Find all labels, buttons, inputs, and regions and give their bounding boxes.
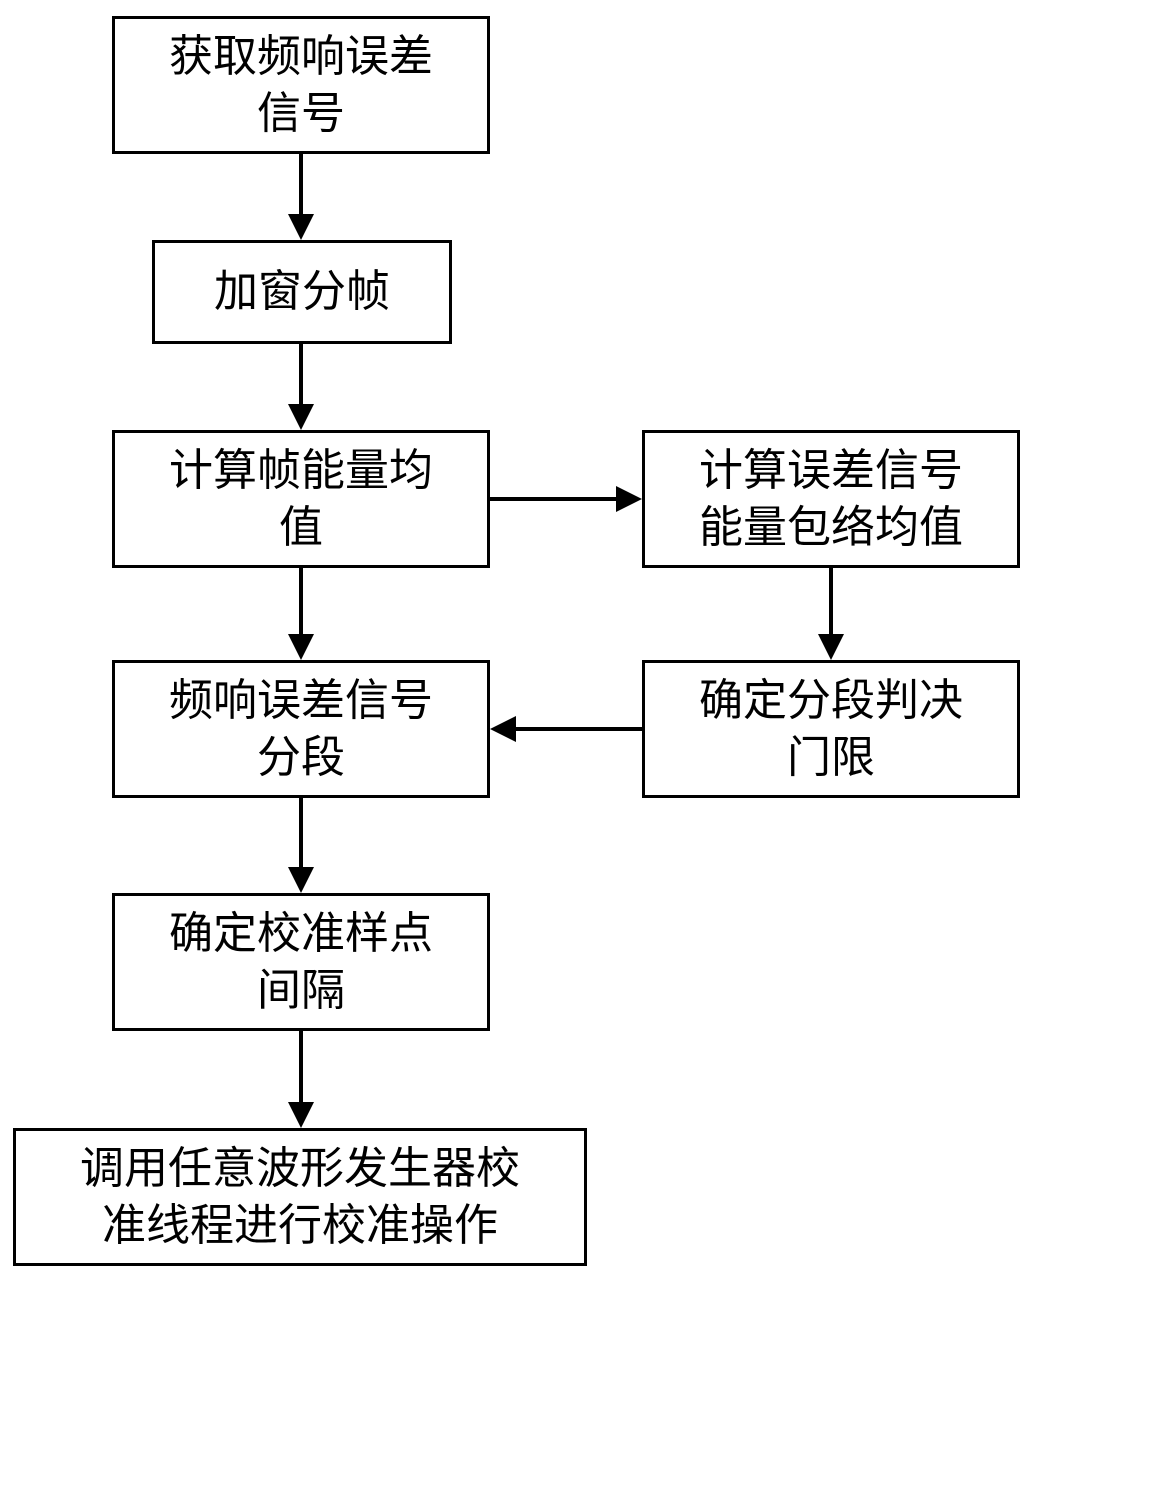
node-signal-segmentation: 频响误差信号分段 [112,660,490,798]
arrow-head [288,634,314,660]
node-windowing-framing: 加窗分帧 [152,240,452,344]
arrow-head [818,634,844,660]
arrow-head [616,486,642,512]
arrow-line [299,1031,303,1104]
arrow-line [514,727,642,731]
node-call-waveform-generator: 调用任意波形发生器校准线程进行校准操作 [13,1128,587,1266]
arrow-line [829,568,833,636]
arrow-head [490,716,516,742]
arrow-head [288,1102,314,1128]
node-decision-threshold: 确定分段判决门限 [642,660,1020,798]
arrow-line [299,798,303,869]
node-calibration-interval: 确定校准样点间隔 [112,893,490,1031]
node-error-signal-envelope: 计算误差信号能量包络均值 [642,430,1020,568]
node-acquire-signal: 获取频响误差信号 [112,16,490,154]
node-frame-energy-mean: 计算帧能量均值 [112,430,490,568]
node-text: 确定校准样点间隔 [169,905,433,1019]
arrow-head [288,404,314,430]
node-text: 计算误差信号能量包络均值 [699,442,963,556]
arrow-head [288,867,314,893]
arrow-head [288,214,314,240]
arrow-line [299,568,303,636]
node-text: 获取频响误差信号 [169,28,433,142]
arrow-line [299,344,303,406]
node-text: 调用任意波形发生器校准线程进行校准操作 [80,1140,520,1254]
arrow-line [490,497,618,501]
node-text: 加窗分帧 [214,263,390,320]
arrow-line [299,154,303,216]
node-text: 确定分段判决门限 [699,672,963,786]
flowchart-container: 获取频响误差信号 加窗分帧 计算帧能量均值 计算误差信号能量包络均值 频响误差信… [0,0,1152,1487]
node-text: 计算帧能量均值 [169,442,433,556]
node-text: 频响误差信号分段 [169,672,433,786]
